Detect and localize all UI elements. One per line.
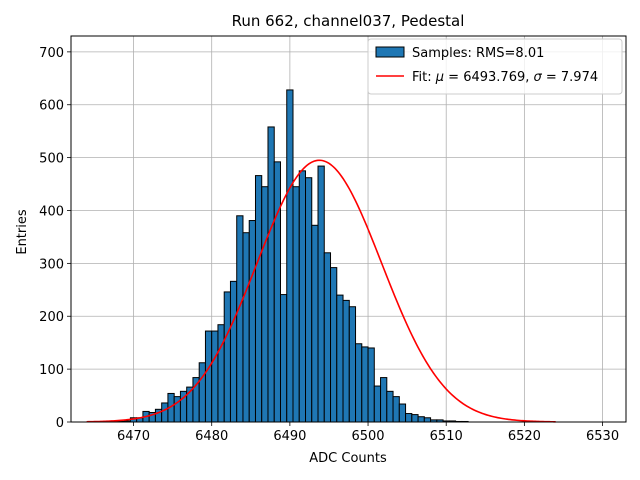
legend-box (367, 38, 623, 95)
histogram-bar (279, 294, 288, 423)
x-tick-label: 6490 (273, 429, 306, 444)
histogram-bar (261, 186, 269, 423)
histogram-bar (373, 385, 382, 423)
legend-fit-prefix: Fit: (412, 70, 436, 85)
histogram-bar (242, 232, 250, 423)
y-axis-label: Entries (15, 209, 30, 255)
histogram-bar (361, 346, 369, 423)
y-tick-label: 600 (39, 99, 64, 114)
histogram-bar (273, 161, 281, 423)
fit-curve (86, 159, 556, 423)
x-tick-label: 6530 (586, 429, 619, 444)
x-tick-label: 6480 (195, 429, 228, 444)
histogram-bar (254, 175, 263, 423)
histogram-bar (223, 291, 231, 423)
chart-title: Run 662, channel037, Pedestal (232, 12, 465, 30)
y-tick-label: 500 (39, 152, 64, 167)
y-tick-label: 300 (39, 257, 64, 272)
y-tick-label: 700 (39, 46, 64, 61)
histogram-bar (298, 170, 307, 423)
y-tick-label: 0 (56, 416, 64, 431)
histogram-bar (236, 215, 244, 423)
y-tick-label: 400 (39, 204, 64, 219)
histogram-bars (111, 89, 469, 423)
histogram-bar (405, 413, 413, 423)
histogram-bar (380, 377, 388, 423)
legend-fit-mid: = 6493.769, (444, 70, 533, 85)
x-tick-label: 6500 (351, 429, 384, 444)
histogram-bar (217, 324, 225, 423)
x-tick-label: 6520 (508, 429, 541, 444)
legend-fit-suffix: = 7.974 (542, 70, 598, 85)
histogram-bar (417, 416, 425, 423)
histogram-bar (311, 224, 319, 423)
histogram-bar (411, 414, 419, 423)
histogram-bar (286, 89, 294, 423)
x-axis-label: ADC Counts (309, 451, 387, 466)
y-tick-label: 200 (39, 310, 64, 325)
legend-bar-swatch (375, 46, 405, 58)
histogram-bar (336, 294, 344, 423)
histogram-bar (367, 347, 375, 423)
histogram-bar (267, 126, 275, 423)
histogram-bar (342, 299, 350, 423)
histogram-bar (348, 306, 357, 423)
histogram-bar (323, 252, 332, 423)
histogram-bar (211, 330, 219, 423)
y-tick-label: 100 (39, 363, 64, 378)
histogram-bar (292, 186, 300, 423)
legend-fit-sigma-symbol: σ (534, 70, 543, 85)
histogram-bar (161, 402, 169, 423)
axis-ticks: 6470 6480 6490 6500 6510 6520 6530 0 100 200 300 40… (39, 46, 619, 444)
histogram-bar (198, 362, 206, 423)
histogram-bar (423, 417, 432, 423)
histogram-bar (317, 165, 325, 423)
x-tick-label: 6510 (430, 429, 463, 444)
histogram-bar (398, 403, 407, 423)
grid-lines (71, 36, 626, 423)
histogram-bar (330, 267, 338, 423)
legend-label-fit: Fit: μ = 6493.769, σ = 7.974 (412, 70, 598, 85)
legend-label-samples: Samples: RMS=8.01 (412, 46, 544, 61)
histogram-bar (248, 220, 256, 423)
histogram-bar (386, 390, 394, 423)
legend-fit-mu-symbol: μ (435, 70, 444, 85)
plot-frame (70, 35, 627, 423)
histogram-bar (229, 280, 238, 423)
histogram-bar (204, 330, 213, 423)
histogram-bar (305, 177, 313, 423)
legend: Samples: RMS=8.01 Fit: μ = 6493.769, σ =… (367, 38, 623, 95)
fit-curve-layer (86, 159, 556, 423)
x-tick-label: 6470 (117, 429, 150, 444)
histogram-bar (355, 343, 363, 423)
histogram-bar (392, 396, 400, 423)
